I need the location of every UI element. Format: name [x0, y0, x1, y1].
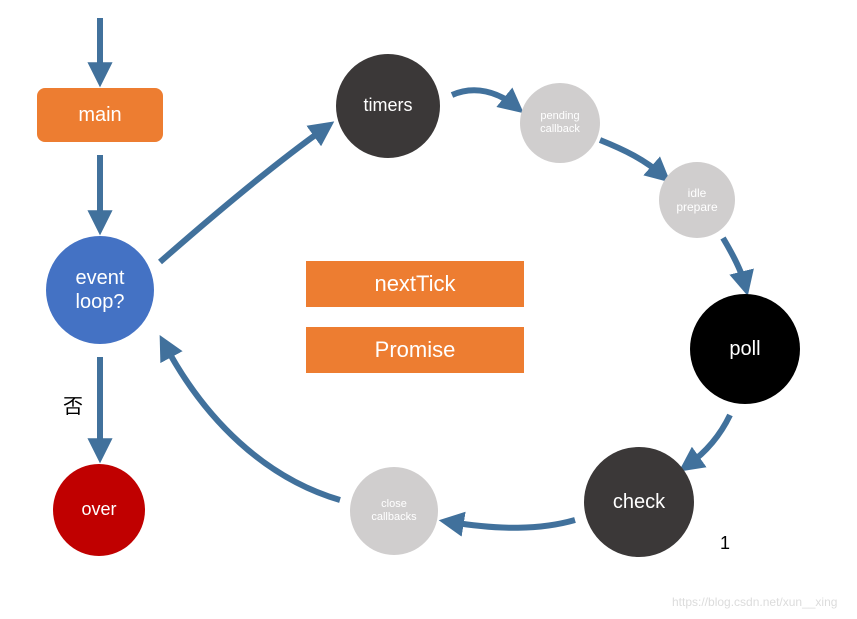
node-check: check: [584, 447, 694, 557]
node-poll-label: poll: [729, 337, 760, 361]
edge-poll-check: [688, 415, 730, 465]
node-promise: Promise: [306, 327, 524, 373]
node-idle-prepare-label: idle prepare: [676, 186, 717, 215]
node-nextTick: nextTick: [306, 261, 524, 307]
watermark: https://blog.csdn.net/xun__xing: [672, 595, 837, 609]
node-event-loop-label: event loop?: [76, 266, 125, 314]
node-poll: poll: [690, 294, 800, 404]
node-close-callbacks: close callbacks: [350, 467, 438, 555]
node-pending-callback-label: pending callback: [540, 110, 580, 136]
node-main: main: [37, 88, 163, 142]
no-label: 否: [63, 390, 83, 419]
node-timers-label: timers: [364, 95, 413, 117]
node-over: over: [53, 464, 145, 556]
edge-check-close: [450, 520, 575, 528]
node-timers: timers: [336, 54, 440, 158]
node-close-callbacks-label: close callbacks: [371, 498, 416, 524]
node-over-label: over: [81, 499, 116, 521]
node-pending-callback: pending callback: [520, 83, 600, 163]
one-label: 1: [720, 533, 730, 554]
node-idle-prepare: idle prepare: [659, 162, 735, 238]
node-promise-label: Promise: [375, 337, 456, 363]
node-check-label: check: [613, 490, 665, 514]
node-main-label: main: [78, 103, 121, 127]
edge-eventloop-timers: [160, 128, 325, 262]
node-nextTick-label: nextTick: [374, 271, 455, 297]
edge-timers-pending: [452, 90, 515, 106]
edge-pending-idle: [600, 140, 662, 175]
node-event-loop: event loop?: [46, 236, 154, 344]
edge-idle-poll: [723, 238, 745, 285]
